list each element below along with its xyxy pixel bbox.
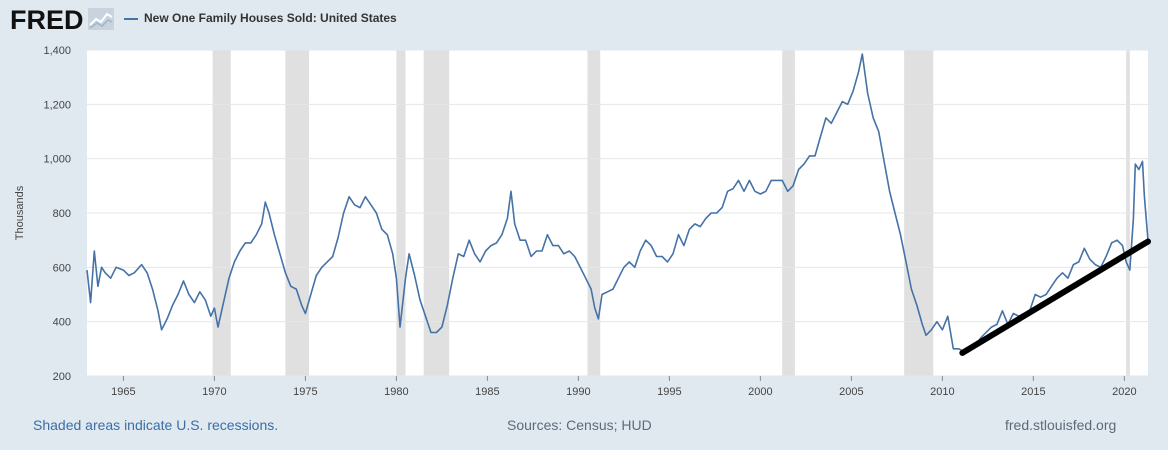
legend-swatch [124,18,138,20]
recession-note-link[interactable]: Shaded areas indicate U.S. recessions. [33,417,279,433]
x-tick-label: 1975 [293,386,317,398]
series-line [86,53,1149,353]
fred-logo[interactable]: FRED [10,5,84,35]
x-tick-label: 2005 [839,386,863,398]
y-axis-title: Thousands [14,185,26,240]
annotation-layer [959,238,1151,356]
x-tick-label: 2020 [1112,386,1136,398]
x-tick-label: 2000 [748,386,772,398]
x-tick-label: 1965 [111,386,135,398]
y-tick-label: 1,200 [43,99,71,111]
x-tick-label: 1990 [566,386,590,398]
legend-series-label: New One Family Houses Sold: United State… [144,11,397,25]
series-layer [86,53,1149,353]
sources-text: Sources: Census; HUD [507,417,652,433]
line-chart: 200 400 600 800 1,000 1,200 1,400 1965 1970 1975… [14,45,1151,398]
y-axis-ticks: 200 400 600 800 1,000 1,200 1,400 [43,45,71,383]
y-tick-label: 400 [53,317,71,329]
x-tick-label: 1995 [657,386,681,398]
x-tick-label: 1980 [384,386,408,398]
x-tick-label: 2010 [930,386,954,398]
x-tick-label: 1985 [475,386,499,398]
y-tick-label: 200 [53,371,71,383]
fred-logo-graph-icon [88,8,114,30]
x-axis-ticks: 1965 1970 1975 1980 1985 1990 1995 2000 2005 2010… [111,376,1137,398]
trend-annotation-line [959,238,1151,356]
x-tick-label: 1970 [202,386,226,398]
website-link[interactable]: fred.stlouisfed.org [1005,417,1117,433]
x-tick-label: 2015 [1021,386,1045,398]
y-tick-label: 1,400 [43,45,71,57]
chart-header: FRED New One Family Houses Sold: United … [0,0,1168,42]
y-tick-label: 1,000 [43,154,71,166]
y-tick-label: 800 [53,208,71,220]
y-tick-label: 600 [53,262,71,274]
